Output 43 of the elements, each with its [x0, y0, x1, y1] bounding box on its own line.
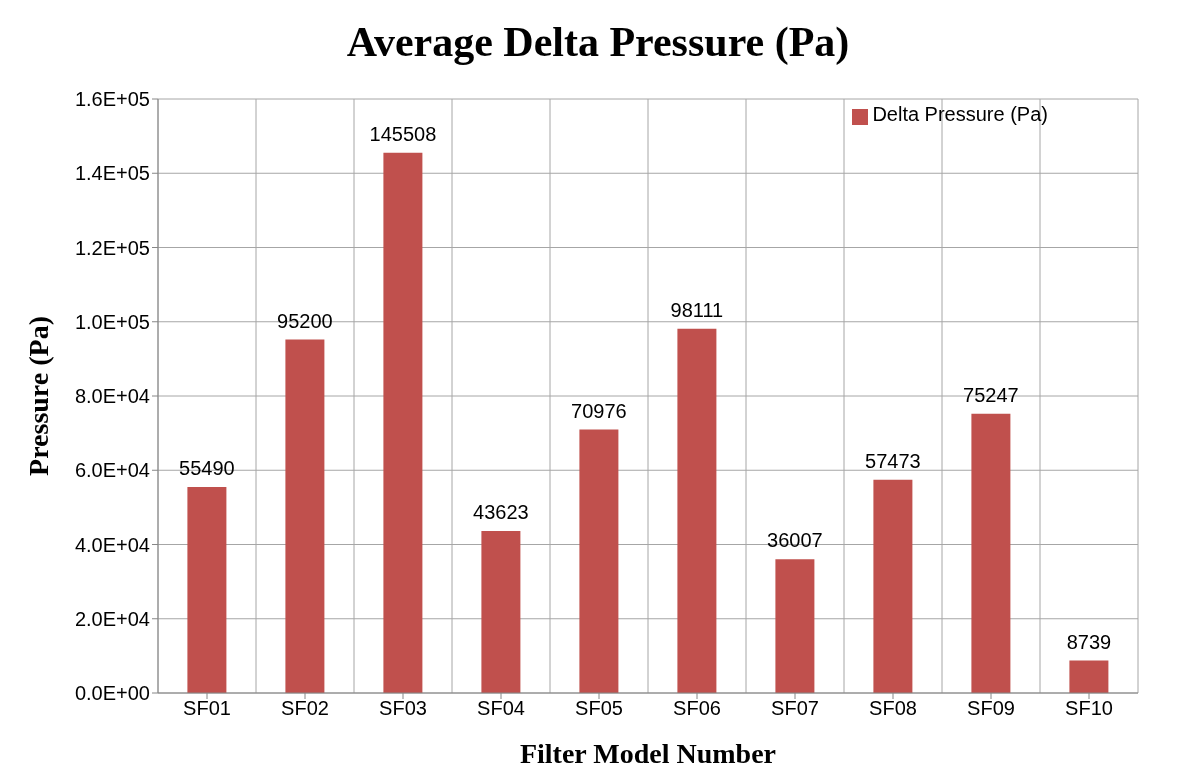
y-tick-label: 0.0E+00: [74, 682, 150, 705]
y-tick-label: 1.2E+05: [74, 236, 150, 259]
x-tick-label: SF10: [1065, 697, 1113, 720]
bar: [481, 531, 521, 693]
x-tick-label: SF09: [967, 697, 1015, 720]
y-tick-label: 1.6E+05: [74, 88, 150, 111]
y-tick-label: 6.0E+04: [74, 459, 150, 482]
chart-title: Average Delta Pressure (Pa): [345, 18, 851, 66]
bar: [677, 328, 717, 693]
data-label: 55490: [179, 456, 235, 479]
x-tick-label: SF01: [183, 697, 231, 720]
data-label: 8739: [1066, 630, 1112, 653]
data-label: 57473: [865, 449, 921, 472]
x-tick-label: SF03: [379, 697, 427, 720]
x-tick-label: SF07: [771, 697, 819, 720]
x-tick-label: SF06: [673, 697, 721, 720]
bar: [187, 486, 227, 693]
bar: [579, 429, 619, 693]
x-tick-label: SF05: [575, 697, 623, 720]
y-axis-title: Pressure (Pa): [22, 316, 54, 476]
legend-label: Delta Pressure (Pa): [872, 103, 1048, 125]
data-label: 98111: [670, 298, 724, 321]
y-tick-label: 1.0E+05: [74, 310, 150, 333]
bar: [285, 339, 325, 693]
y-tick-label: 4.0E+04: [74, 533, 150, 556]
bar: [775, 559, 815, 693]
data-label: 70976: [571, 399, 627, 422]
y-tick-label: 1.4E+05: [74, 162, 150, 185]
data-label: 43623: [473, 501, 529, 524]
bar: [383, 152, 423, 693]
bar: [1069, 660, 1109, 693]
data-label: 36007: [767, 529, 823, 552]
data-label: 75247: [963, 383, 1019, 406]
x-tick-label: SF02: [281, 697, 329, 720]
data-label: 145508: [369, 122, 437, 145]
y-tick-label: 8.0E+04: [74, 385, 150, 408]
bar: [971, 413, 1011, 693]
x-tick-label: SF04: [477, 697, 525, 720]
x-axis-title: Filter Model Number: [519, 738, 777, 769]
x-tick-label: SF08: [869, 697, 917, 720]
data-label: 95200: [277, 309, 333, 332]
y-tick-label: 2.0E+04: [74, 607, 150, 630]
bar: [873, 479, 913, 693]
